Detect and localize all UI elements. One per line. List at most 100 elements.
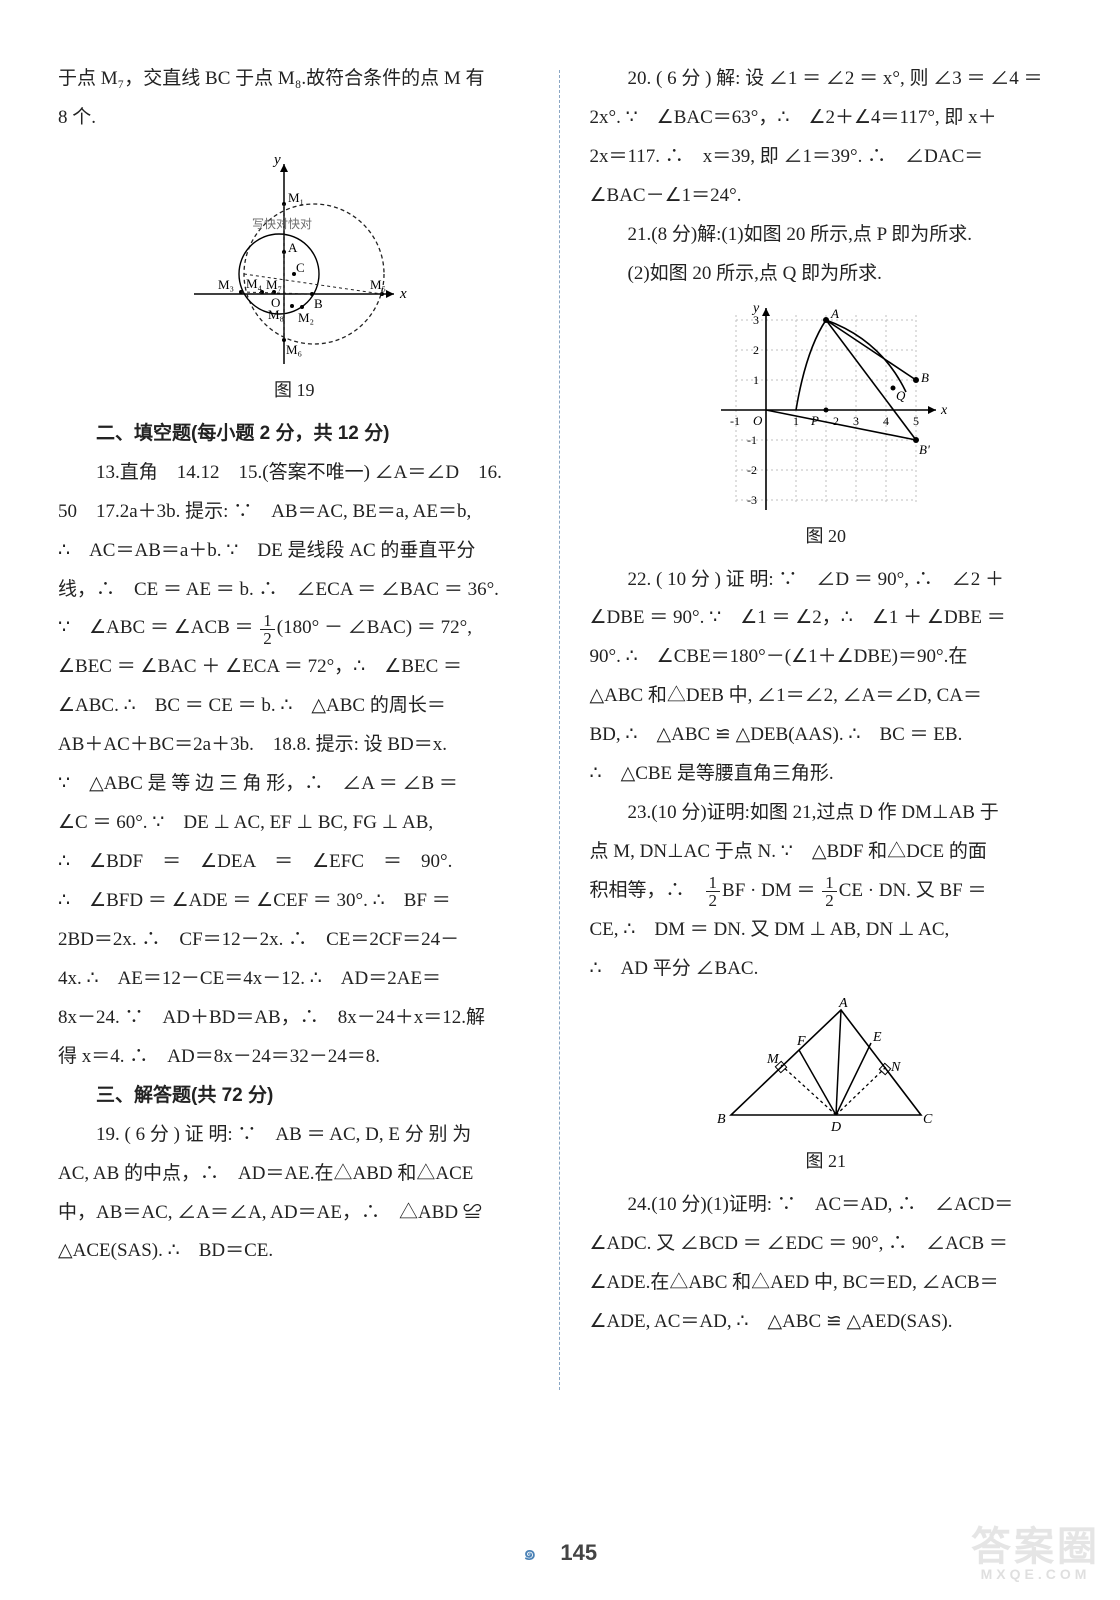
svg-text:-3: -3	[747, 493, 757, 507]
svg-text:2: 2	[833, 414, 839, 428]
svg-text:C: C	[923, 1112, 933, 1127]
left-column: 于点 M₇，交直线 BC 于点 M₈.故符合条件的点 M 有 8 个. x y …	[50, 60, 539, 1400]
swirl-icon: ๑	[523, 1540, 537, 1565]
line-abc: ∵ ∠ABC ＝ ∠ACB ＝ 12(180° － ∠BAC) ＝ 72°,	[58, 609, 531, 648]
q23-e: ∴ AD 平分 ∠BAC.	[590, 950, 1063, 989]
svg-text:-1: -1	[730, 414, 740, 428]
line-8x: 8x－24. ∵ AD＋BD＝AB，∴ 8x－24＋x＝12.解	[58, 999, 531, 1038]
svg-text:3: 3	[853, 414, 859, 428]
svg-text:O: O	[271, 295, 280, 310]
svg-text:D: D	[830, 1120, 841, 1135]
figure-20-caption: 图 20	[590, 518, 1063, 555]
page-footer: ๑ 145	[0, 1535, 1120, 1570]
right-column: 20. ( 6 分 ) 解: 设 ∠1 ＝ ∠2 ＝ x°, 则 ∠3 ＝ ∠4…	[582, 60, 1071, 1400]
svg-text:M₆: M₆	[286, 342, 302, 357]
intro-line-1: 于点 M₇，交直线 BC 于点 M₈.故符合条件的点 M 有	[58, 60, 531, 99]
svg-text:C: C	[296, 260, 305, 275]
q19-b: AC, AB 的中点，∴ AD＝AE.在△ABD 和△ACE	[58, 1155, 531, 1194]
line-perimeter: ∠ABC. ∴ BC ＝ CE ＝ b. ∴ △ABC 的周长＝	[58, 687, 531, 726]
svg-text:M₃: M₃	[218, 277, 234, 292]
svg-text:O: O	[753, 413, 763, 428]
q22-c: 90°. ∴ ∠CBE＝180°－(∠1＋∠DBE)＝90°.在	[590, 638, 1063, 677]
svg-text:x: x	[940, 403, 948, 418]
line-c60: ∠C ＝ 60°. ∵ DE ⊥ AC, EF ⊥ BC, FG ⊥ AB,	[58, 804, 531, 843]
svg-text:M₂: M₂	[298, 310, 314, 325]
svg-text:B: B	[717, 1112, 726, 1127]
line-bdf: ∴ ∠BDF ＝ ∠DEA ＝ ∠EFC ＝ 90°.	[58, 843, 531, 882]
q24-a: 24.(10 分)(1)证明: ∵ AC＝AD, ∴ ∠ACD＝	[590, 1186, 1063, 1225]
q22-f: ∴ △CBE 是等腰直角三角形.	[590, 755, 1063, 794]
figure-21: A B C D E F M N 图 21	[590, 995, 1063, 1180]
line-ce: 线，∴ CE ＝ AE ＝ b. ∴ ∠ECA ＝ ∠BAC ＝ 36°.	[58, 571, 531, 610]
q24-c: ∠ADE.在△ABC 和△AED 中, BC＝ED, ∠ACB＝	[590, 1264, 1063, 1303]
section-2-title: 二、填空题(每小题 2 分，共 12 分)	[58, 415, 531, 454]
svg-text:A: A	[838, 996, 848, 1011]
figure-20: x y -1 O 1 2 3 4 5 1 2 3 -1 -2 -3 A B B'	[590, 300, 1063, 555]
column-divider	[559, 70, 562, 1390]
q23-b: 点 M, DN⊥AC 于点 N. ∵ △BDF 和△DCE 的面	[590, 833, 1063, 872]
q20-d: ∠BAC－∠1＝24°.	[590, 177, 1063, 216]
q21-a: 21.(8 分)解:(1)如图 20 所示,点 P 即为所求.	[590, 216, 1063, 255]
watermark: 答案圈 MXQE.COM	[971, 1514, 1100, 1582]
line-4x: 4x. ∴ AE＝12－CE＝4x－12. ∴ AD＝2AE＝	[58, 960, 531, 999]
q22-b: ∠DBE ＝ 90°. ∵ ∠1 ＝ ∠2，∴ ∠1 ＋ ∠DBE ＝	[590, 599, 1063, 638]
svg-text:2: 2	[753, 343, 759, 357]
q24-b: ∠ADC. 又 ∠BCD ＝ ∠EDC ＝ 90°, ∴ ∠ACB ＝	[590, 1225, 1063, 1264]
figure-19-caption: 图 19	[58, 372, 531, 409]
figure-19: x y M₁ M₃ M₄ M₇ M₈ M₂ M₅ M₆ A C B O	[58, 144, 531, 409]
figure-21-caption: 图 21	[590, 1143, 1063, 1180]
svg-text:A: A	[288, 240, 298, 255]
q22-e: BD, ∴ △ABC ≌ △DEB(AAS). ∴ BC ＝ EB.	[590, 716, 1063, 755]
line-18-start: AB＋AC＋BC＝2a＋3b. 18.8. 提示: 设 BD＝x.	[58, 726, 531, 765]
figure-21-svg: A B C D E F M N	[711, 995, 941, 1145]
watermark-sub: MXQE.COM	[971, 1566, 1100, 1582]
svg-text:5: 5	[913, 414, 919, 428]
svg-text:P: P	[810, 413, 819, 428]
q20-a: 20. ( 6 分 ) 解: 设 ∠1 ＝ ∠2 ＝ x°, 则 ∠3 ＝ ∠4…	[590, 60, 1063, 99]
q20-b: 2x°. ∵ ∠BAC＝63°，∴ ∠2＋∠4＝117°, 即 x＋	[590, 99, 1063, 138]
q19-c: 中，AB＝AC, ∠A＝∠A, AD＝AE，∴ △ABD ≌	[58, 1194, 531, 1233]
svg-text:1: 1	[753, 373, 759, 387]
svg-text:-1: -1	[747, 433, 757, 447]
svg-text:4: 4	[883, 414, 889, 428]
watermark-text: 答案圈	[971, 1525, 1100, 1569]
fill-17-start: 50 17.2a＋3b. 提示: ∵ AB＝AC, BE＝a, AE＝b,	[58, 493, 531, 532]
svg-text:F: F	[796, 1034, 806, 1049]
svg-text:写快对快对: 写快对快对	[252, 217, 312, 231]
svg-text:M₅: M₅	[370, 277, 386, 292]
page-columns: 于点 M₇，交直线 BC 于点 M₈.故符合条件的点 M 有 8 个. x y …	[0, 0, 1120, 1440]
figure-19-svg: x y M₁ M₃ M₄ M₇ M₈ M₂ M₅ M₆ A C B O	[174, 144, 414, 374]
line-bfd: ∴ ∠BFD ＝ ∠ADE ＝ ∠CEF ＝ 30°. ∴ BF ＝	[58, 882, 531, 921]
page-number: 145	[560, 1540, 597, 1565]
svg-text:x: x	[399, 286, 407, 302]
line-bec: ∠BEC ＝ ∠BAC ＋ ∠ECA ＝ 72°，∴ ∠BEC ＝	[58, 648, 531, 687]
q21-b: (2)如图 20 所示,点 Q 即为所求.	[590, 255, 1063, 294]
section-3-title: 三、解答题(共 72 分)	[58, 1077, 531, 1116]
svg-text:A: A	[830, 306, 839, 321]
q19-d: △ACE(SAS). ∴ BD＝CE.	[58, 1232, 531, 1271]
q22-d: △ABC 和△DEB 中, ∠1＝∠2, ∠A＝∠D, CA＝	[590, 677, 1063, 716]
svg-text:N: N	[890, 1060, 901, 1075]
svg-text:Q: Q	[896, 388, 906, 403]
svg-text:B: B	[314, 296, 323, 311]
q23-d: CE, ∴ DM ＝ DN. 又 DM ⊥ AB, DN ⊥ AC,	[590, 911, 1063, 950]
q23-c: 积相等，∴ 12BF · DM ＝ 12CE · DN. 又 BF ＝	[590, 872, 1063, 911]
svg-text:M₄: M₄	[246, 276, 263, 291]
q22-a: 22. ( 10 分 ) 证 明: ∵ ∠D ＝ 90°, ∴ ∠2 ＋	[590, 561, 1063, 600]
figure-20-svg: x y -1 O 1 2 3 4 5 1 2 3 -1 -2 -3 A B B'	[701, 300, 951, 520]
line-ac: ∴ AC＝AB＝a＋b. ∵ DE 是线段 AC 的垂直平分	[58, 532, 531, 571]
svg-text:E: E	[872, 1030, 882, 1045]
intro-line-2: 8 个.	[58, 99, 531, 138]
line-2bd: 2BD＝2x. ∴ CF＝12－2x. ∴ CE＝2CF＝24－	[58, 921, 531, 960]
svg-text:y: y	[272, 152, 281, 168]
svg-text:B': B'	[919, 442, 930, 457]
line-equilateral: ∵ △ABC 是 等 边 三 角 形，∴ ∠A ＝ ∠B ＝	[58, 765, 531, 804]
line-solve-x: 得 x＝4. ∴ AD＝8x－24＝32－24＝8.	[58, 1038, 531, 1077]
svg-text:M₁: M₁	[288, 190, 304, 205]
q19-a: 19. ( 6 分 ) 证 明: ∵ AB ＝ AC, D, E 分 别 为	[58, 1116, 531, 1155]
q24-d: ∠ADE, AC＝AD, ∴ △ABC ≌ △AED(SAS).	[590, 1303, 1063, 1342]
svg-text:M: M	[766, 1052, 780, 1067]
svg-text:B: B	[921, 370, 929, 385]
svg-text:-2: -2	[747, 463, 757, 477]
svg-text:3: 3	[753, 313, 759, 327]
